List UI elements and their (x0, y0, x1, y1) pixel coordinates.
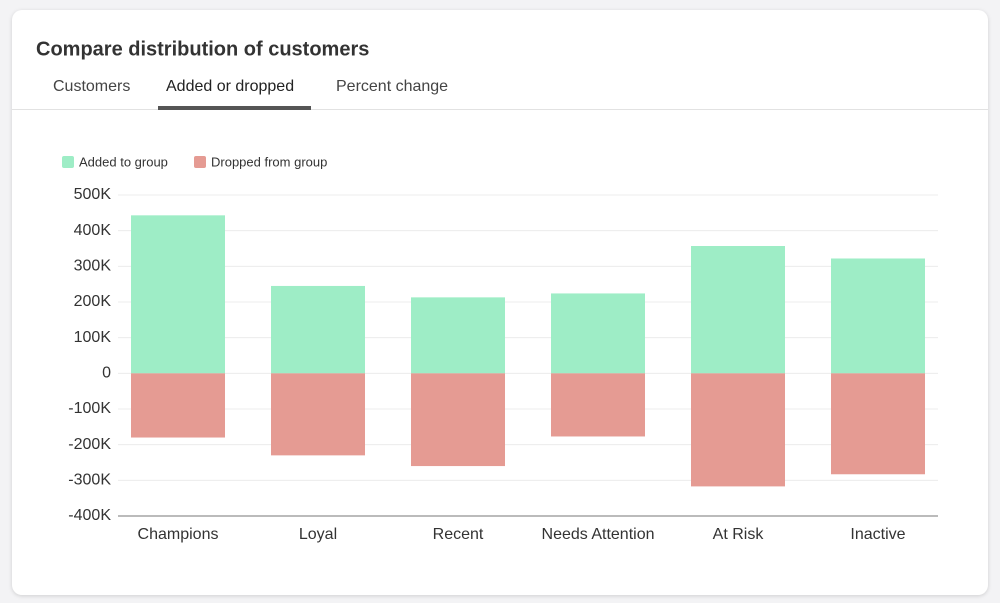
bar (691, 246, 785, 374)
y-tick-label: -200K (68, 436, 111, 453)
tab[interactable]: Customers (53, 78, 130, 95)
tab-active[interactable]: Added or dropped (166, 78, 294, 95)
x-tick-label: At Risk (713, 526, 765, 543)
y-tick-label: 400K (74, 222, 112, 239)
legend-swatch (62, 156, 74, 168)
bar (271, 285, 365, 374)
y-tick-label: 100K (74, 329, 112, 346)
y-tick-label: -400K (68, 507, 111, 524)
legend-label: Added to group (79, 154, 168, 169)
bar (551, 373, 645, 437)
x-tick-label: Recent (433, 526, 484, 543)
bar (831, 258, 925, 374)
tab[interactable]: Percent change (336, 78, 448, 95)
y-tick-label: 200K (74, 293, 112, 310)
y-tick-label: 500K (74, 186, 112, 203)
y-tick-label: -100K (68, 400, 111, 417)
bar (271, 373, 365, 456)
bar (131, 215, 225, 374)
y-tick-label: -300K (68, 472, 111, 489)
bar (551, 293, 645, 374)
x-tick-label: Needs Attention (542, 526, 655, 543)
bar (831, 373, 925, 475)
bar (411, 373, 505, 467)
legend-swatch (194, 156, 206, 168)
bar (131, 373, 225, 438)
legend-label: Dropped from group (211, 154, 327, 169)
tab-divider (12, 109, 988, 110)
y-tick-label: 0 (102, 365, 111, 382)
x-tick-label: Inactive (850, 526, 905, 543)
x-tick-label: Champions (138, 526, 219, 543)
bar (691, 373, 785, 487)
x-tick-label: Loyal (299, 526, 337, 543)
tab-indicator (158, 106, 311, 110)
y-tick-label: 300K (74, 258, 112, 275)
bar (411, 297, 505, 374)
card-title: Compare distribution of customers (36, 38, 369, 60)
